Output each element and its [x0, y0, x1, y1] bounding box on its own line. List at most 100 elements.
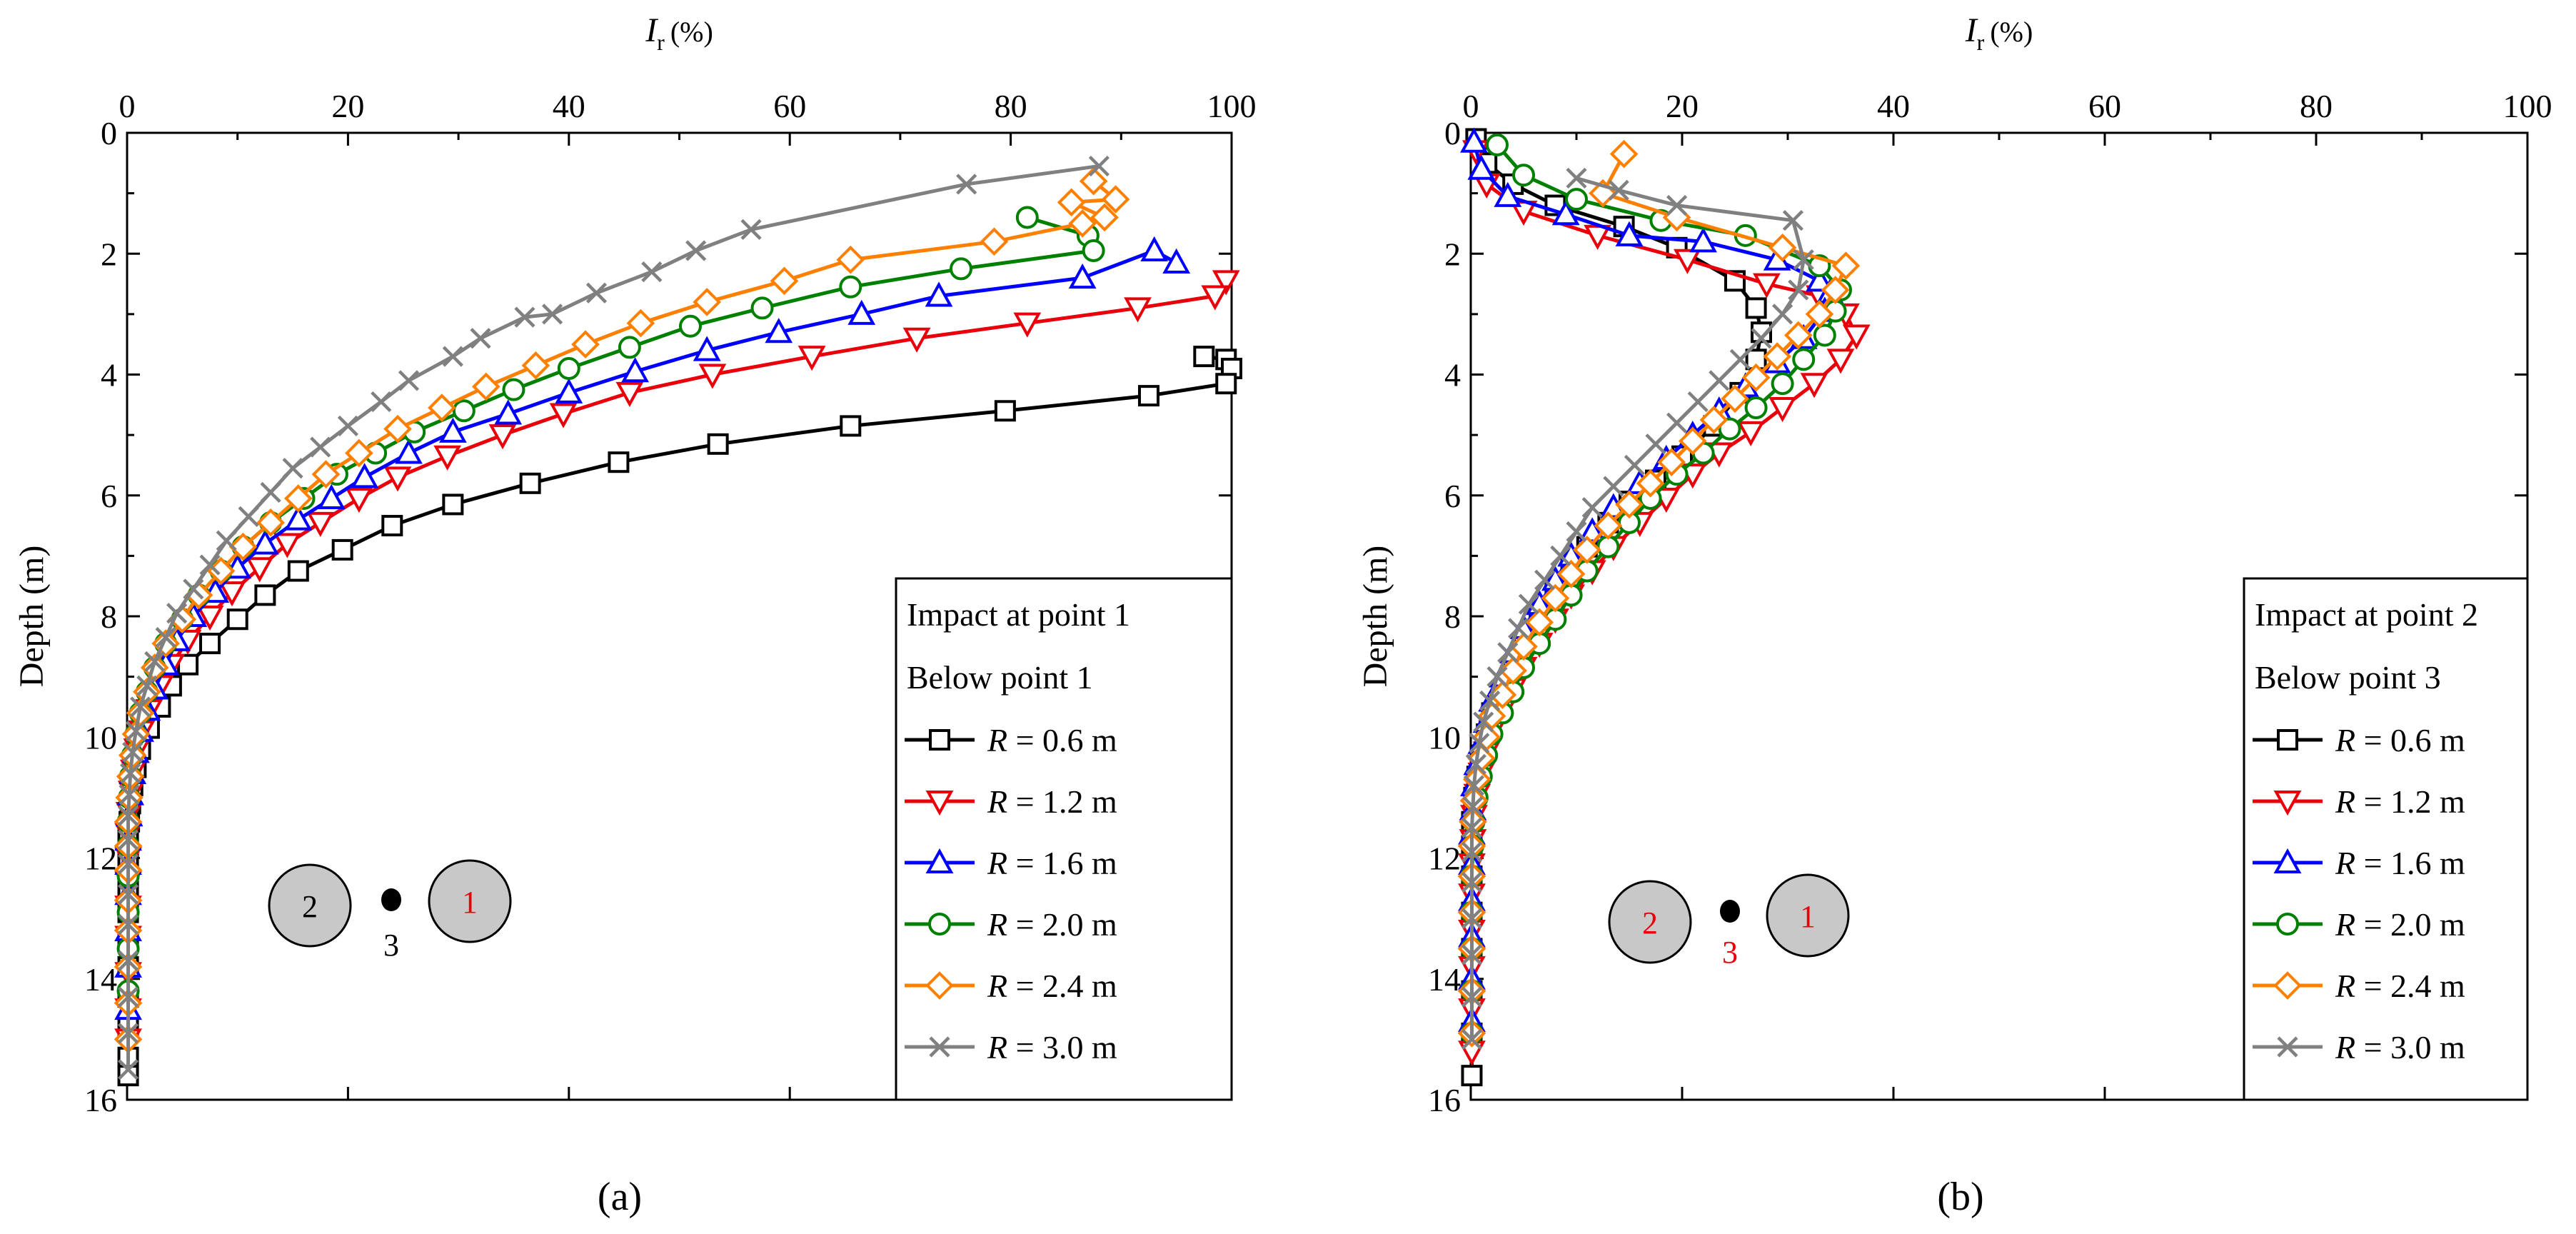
panel-a-legend-swatch-marker [925, 848, 954, 873]
panel-b-series-5-point [1534, 569, 1556, 591]
panel-a-y-tick-label: 12 [84, 841, 117, 877]
panel-a-y-axis-title: Depth (m) [13, 546, 51, 688]
panel-a-series-4-point [1090, 203, 1119, 232]
panel-a-series-0-point [840, 415, 862, 437]
panel-a-series-0-point [254, 584, 276, 606]
panel-a-x-tick-label: 80 [995, 88, 1027, 124]
panel-b-series-5-point [1566, 521, 1587, 543]
panel-a-x-axis-title-symbol: I [645, 11, 658, 49]
panel-a-panel-label: (a) [598, 1175, 642, 1219]
panel-b-legend-entry-label: R = 0.6 m [2335, 722, 2465, 758]
panel-a-series-4-point [836, 245, 865, 274]
panel-a-series-5-point [956, 174, 977, 195]
panel-b-legend-entry-value: = 3.0 m [2355, 1029, 2465, 1065]
panel-b-x-tick-label: 40 [1877, 88, 1910, 124]
panel-b-legend-entry-symbol: R [2335, 906, 2355, 943]
panel-a-series-1-point [273, 533, 301, 558]
panel-a-x-tick-label: 0 [119, 88, 136, 124]
panel-a-series-4-point [626, 308, 655, 338]
panel-b-series-5-point [1508, 618, 1529, 639]
panel-b-series-5-point [1486, 666, 1508, 688]
panel-a-series-4-point [133, 677, 161, 706]
panel-a-legend-entry-symbol: R [987, 968, 1007, 1004]
panel-b-series-5-point [1461, 944, 1483, 965]
panel-a-legend-entry-value: = 1.6 m [1007, 845, 1117, 881]
panel-b-series-5-point [1461, 908, 1483, 929]
panel-a-y-tick-label: 2 [101, 236, 117, 272]
panel-a-inset-pile-2 [268, 863, 352, 948]
panel-a-series-2-point [351, 463, 378, 488]
panel-b-y-tick-label: 2 [1444, 236, 1461, 272]
panel-a-series-0-point [226, 608, 248, 631]
panel-b-legend-entry-label: R = 2.0 m [2335, 906, 2465, 943]
panel-a-series-3-point [839, 275, 862, 299]
panel-b-series-0-point [1745, 297, 1767, 319]
panel-a-inset-point-3 [381, 888, 401, 911]
panel-a-series-5-point [117, 913, 139, 935]
panel-b-series-0-point [1461, 1065, 1483, 1087]
panel-a-series-5-point [371, 391, 392, 413]
panel-b-y-tick-label: 0 [1444, 115, 1461, 151]
panel-a-series-1-point [1013, 312, 1042, 338]
panel-a-series-0-point [381, 515, 403, 537]
panel-b-series-2-point [1615, 221, 1644, 246]
panel-a-series-2-point [251, 529, 279, 555]
panel-b-series-3-point [1565, 188, 1588, 211]
panel-b-series-4-point [1594, 511, 1623, 540]
panel-a-series-2-point [395, 438, 423, 464]
panel-a-series-1-point [433, 445, 462, 471]
panel-b-y-tick-label: 6 [1444, 478, 1461, 514]
panel-b-y-tick-label: 16 [1428, 1082, 1461, 1118]
panel-a-series-5-point [117, 853, 139, 875]
panel-a-series-5-point [740, 219, 762, 240]
panel-b-series-5-point [1465, 753, 1486, 775]
panel-a-legend-box [895, 577, 1233, 1101]
panel-a-x-tick-label: 60 [773, 88, 806, 124]
panel-a-series-5-point [122, 741, 144, 763]
panel-a-legend-entry-label: R = 2.0 m [987, 906, 1117, 943]
panel-b-legend-entry-value: = 2.0 m [2355, 906, 2465, 943]
panel-a-y-tick-label: 4 [101, 357, 117, 393]
panel-b-series-5-point [1473, 711, 1494, 733]
panel-b-y-tick-label: 4 [1444, 357, 1461, 393]
panel-b-legend-swatch-marker [2277, 729, 2298, 751]
panel-b-series-5-point [1461, 1028, 1483, 1050]
panel-b-legend-box [2243, 577, 2529, 1101]
panel-b-legend-swatch-marker [2276, 913, 2299, 935]
panel-a-y-tick-label: 6 [101, 478, 117, 514]
panel-b-legend-entry-label: R = 1.6 m [2335, 845, 2465, 881]
panel-b-series-4-point [1509, 632, 1538, 661]
panel-a-series-5-point [1088, 155, 1110, 177]
panel-b-x-tick-label: 100 [2503, 88, 2552, 124]
panel-a-series-4-point [228, 532, 258, 561]
panel-a-series-4-point [383, 414, 412, 443]
panel-b-x-tick-label: 20 [1666, 88, 1699, 124]
panel-b-series-4 [1457, 139, 1861, 1048]
panel-a-series-5-point [260, 481, 281, 503]
panel-b-legend-entry-symbol: R [2335, 722, 2355, 758]
panel-b-series-5-point [1666, 412, 1688, 433]
panel-a-series-4-point [311, 460, 341, 488]
panel-a-series-5-point [585, 282, 608, 304]
panel-b-series-5-point [1645, 433, 1666, 455]
panel-b-series-5-point [1729, 348, 1751, 370]
panel-a-series-3-point [557, 357, 580, 381]
panel-a-y-tick-label: 16 [84, 1082, 117, 1118]
panel-a-series-5-line [126, 164, 1100, 1070]
panel-a-series-0-point [1137, 385, 1159, 407]
panel-a-series-2-point [1162, 248, 1191, 274]
panel-a-series-3-point [502, 378, 525, 401]
panel-a-y-tick-label: 0 [101, 115, 117, 151]
panel-a-legend-title-line: Impact at point 1 [907, 596, 1130, 633]
panel-b-legend-entry-symbol: R [2335, 1029, 2355, 1065]
panel-b-x-tick-label: 0 [1463, 88, 1479, 124]
panel-b-series-5-point [1687, 391, 1709, 413]
panel-a-series-2-point [847, 299, 876, 325]
panel-a-inset-pile-1 [428, 859, 512, 943]
panel-b-inset-label-point-3: 3 [1722, 935, 1738, 970]
panel-b-series-4-point [1657, 448, 1686, 477]
panel-a-series-2-point [925, 281, 953, 307]
panel-a-series-2-point [284, 505, 313, 531]
panel-b-series-4-point [1821, 276, 1850, 304]
